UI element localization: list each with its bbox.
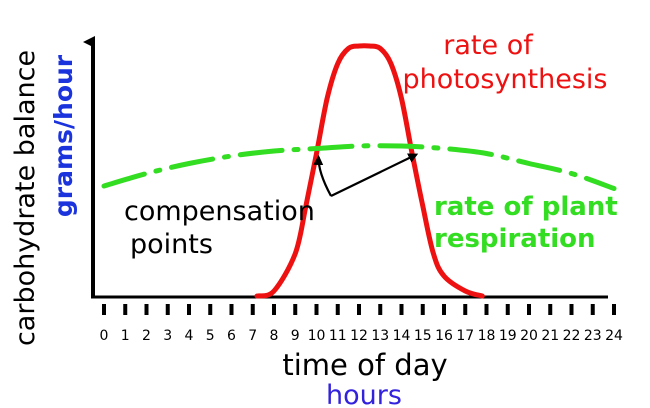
x-tick-4 [187, 304, 191, 315]
x-tick-17 [463, 304, 468, 315]
x-tick-10 [314, 304, 319, 315]
x-tick-label-3: 3 [163, 328, 172, 344]
x-tick-7 [250, 304, 255, 315]
compensation-arrow-2 [330, 153, 419, 197]
x-tick-8 [272, 304, 276, 315]
x-tick-label-11: 11 [329, 328, 347, 344]
x-tick-label-5: 5 [206, 328, 215, 344]
x-tick-label-9: 9 [291, 328, 300, 344]
x-axis-label: time of day [282, 348, 447, 382]
x-tick-3 [165, 304, 170, 315]
x-tick-24 [612, 304, 616, 315]
x-tick-18 [484, 304, 489, 315]
x-tick-label-19: 19 [499, 328, 517, 344]
x-tick-20 [527, 304, 531, 315]
y-axis-label: carbohydrate balance [10, 50, 41, 346]
x-tick-22 [569, 304, 574, 315]
x-tick-labels: 0 1 2 3 4 5 6 7 8 9 10 11 12 13 14 15 16 17 18 19 20 21 22 23 24 [100, 328, 623, 344]
x-tick-label-17: 17 [456, 328, 474, 344]
x-axis-unit: hours [326, 380, 402, 408]
x-tick-label-20: 20 [520, 328, 538, 344]
x-tick-14 [399, 304, 404, 315]
annotation-line1: compensation [124, 196, 315, 227]
x-tick-label-6: 6 [227, 328, 236, 344]
annotation-arrows [313, 153, 419, 197]
x-tick-label-0: 0 [100, 328, 109, 344]
annotation-line2: points [130, 229, 213, 260]
x-tick-label-7: 7 [248, 328, 257, 344]
photosynthesis-label-line2: photosynthesis [403, 64, 608, 95]
x-tick-6 [229, 304, 234, 315]
x-tick-12 [357, 304, 361, 315]
x-tick-label-23: 23 [584, 328, 602, 344]
x-tick-1 [123, 304, 128, 315]
x-tick-label-2: 2 [142, 328, 151, 344]
x-tick-19 [505, 304, 510, 315]
x-tick-21 [548, 304, 553, 315]
respiration-label-line1: rate of plant [434, 192, 618, 222]
photosynthesis-label-line1: rate of [443, 30, 534, 61]
x-tick-5 [208, 304, 213, 315]
x-tick-2 [144, 304, 149, 315]
x-tick-label-15: 15 [414, 328, 432, 344]
x-tick-label-10: 10 [308, 328, 326, 344]
series-lines [101, 43, 617, 299]
x-tick-0 [102, 304, 106, 315]
x-tick-23 [590, 304, 595, 315]
x-tick-label-4: 4 [185, 328, 194, 344]
y-axis-unit: grams/hour [49, 54, 78, 217]
x-tick-15 [420, 304, 425, 315]
x-tick-label-14: 14 [393, 328, 411, 344]
x-tick-label-22: 22 [563, 328, 581, 344]
x-tick-label-13: 13 [371, 328, 389, 344]
photosynthesis-curve [254, 43, 485, 299]
x-tick-label-8: 8 [270, 328, 279, 344]
x-tick-label-16: 16 [435, 328, 453, 344]
x-tick-11 [335, 304, 340, 315]
x-tick-label-12: 12 [350, 328, 368, 344]
respiration-label-line2: respiration [434, 224, 596, 254]
x-tick-13 [378, 304, 383, 315]
x-tick-marks [102, 304, 616, 315]
respiration-curve [101, 143, 617, 191]
x-tick-16 [442, 304, 446, 315]
x-tick-label-18: 18 [478, 328, 496, 344]
x-tick-label-21: 21 [541, 328, 559, 344]
x-tick-label-24: 24 [605, 328, 623, 344]
x-tick-9 [293, 304, 298, 315]
x-tick-label-1: 1 [121, 328, 130, 344]
compensation-arrow-1 [313, 155, 332, 197]
